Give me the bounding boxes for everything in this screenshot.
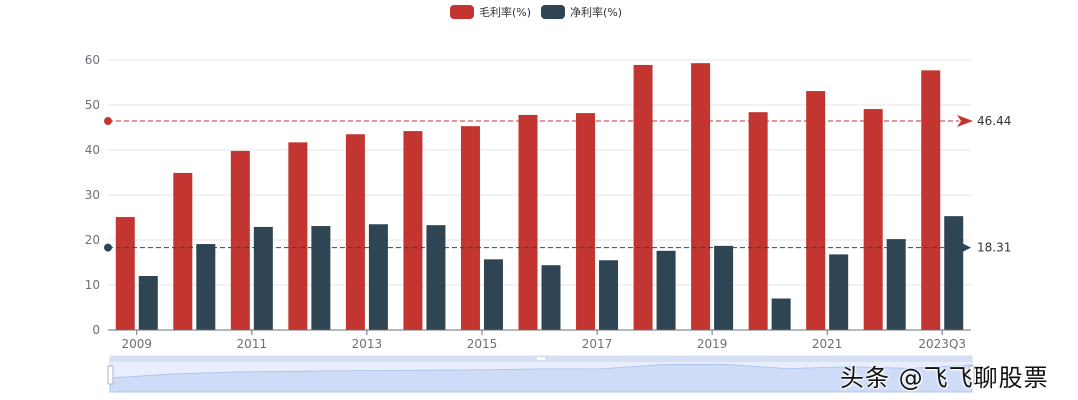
slider-data-shadow xyxy=(109,363,973,393)
x-tick-label: 2011 xyxy=(237,337,268,351)
y-tick-label: 50 xyxy=(85,98,100,112)
bar-net-margin[interactable] xyxy=(368,224,388,330)
bar-net-margin[interactable] xyxy=(656,250,676,330)
y-tick-label: 0 xyxy=(92,323,100,337)
bar-gross-margin[interactable] xyxy=(921,70,941,330)
bar-gross-margin[interactable] xyxy=(748,112,768,330)
bar-net-margin[interactable] xyxy=(886,239,906,330)
y-tick-label: 40 xyxy=(85,143,100,157)
bar-gross-margin[interactable] xyxy=(173,172,193,330)
bar-gross-margin[interactable] xyxy=(345,134,365,330)
watermark: 头条 @飞飞聊股票 xyxy=(840,364,1049,392)
average-label: 46.44 xyxy=(977,114,1011,128)
x-tick-label: 2009 xyxy=(121,337,152,351)
bar-net-margin[interactable] xyxy=(483,259,503,330)
arrow-icon xyxy=(963,243,971,252)
bar-net-margin[interactable] xyxy=(714,245,734,330)
average-mark-lines: 46.44 18.31 xyxy=(104,114,1011,255)
legend-swatch-net-margin xyxy=(541,5,566,19)
slider-handle-right[interactable] xyxy=(968,365,975,385)
y-axis: 0 10 20 30 40 50 60 xyxy=(85,53,100,337)
y-tick-label: 60 xyxy=(85,53,100,67)
bar-net-margin[interactable] xyxy=(944,216,964,330)
bar-gross-margin[interactable] xyxy=(460,126,480,331)
arrow-icon xyxy=(957,115,973,128)
bar-gross-margin[interactable] xyxy=(633,64,653,330)
bar-net-margin[interactable] xyxy=(599,260,619,330)
x-tick-label: 2017 xyxy=(582,337,613,351)
bar-gross-margin[interactable] xyxy=(691,63,711,331)
slider-handle-left[interactable] xyxy=(107,365,114,385)
data-zoom-slider[interactable] xyxy=(107,355,975,393)
y-tick-label: 10 xyxy=(85,278,100,292)
bar-net-margin[interactable] xyxy=(253,226,273,330)
bar-gross-margin[interactable] xyxy=(576,113,596,330)
legend-label-net-margin: 净利率(%) xyxy=(570,6,623,19)
legend-swatch-gross-margin xyxy=(450,5,474,19)
grid-lines xyxy=(108,59,971,286)
bar-series xyxy=(115,63,964,331)
legend-item-net-margin[interactable]: 净利率(%) xyxy=(541,4,622,20)
x-tick-label: 2021 xyxy=(812,337,843,351)
bar-net-margin[interactable] xyxy=(771,298,791,331)
bar-net-margin[interactable] xyxy=(196,244,216,330)
x-tick-label: 2019 xyxy=(697,337,728,351)
slider-move-handle[interactable] xyxy=(537,357,545,360)
chart-legend: 毛利率(%) 净利率(%) xyxy=(450,4,622,20)
x-tick-label: 2013 xyxy=(352,337,383,351)
bar-gross-margin[interactable] xyxy=(403,131,423,330)
bar-net-margin[interactable] xyxy=(426,225,446,330)
bar-gross-margin[interactable] xyxy=(288,142,308,330)
legend-item-gross-margin[interactable]: 毛利率(%) xyxy=(450,4,531,20)
bar-gross-margin[interactable] xyxy=(518,114,538,331)
bar-net-margin[interactable] xyxy=(311,226,331,330)
bar-net-margin[interactable] xyxy=(829,254,849,330)
bar-gross-margin[interactable] xyxy=(230,150,250,330)
x-tick-label: 2023Q3 xyxy=(918,337,966,351)
y-tick-label: 30 xyxy=(85,188,100,202)
bar-gross-margin[interactable] xyxy=(115,217,135,330)
bar-net-margin[interactable] xyxy=(138,276,158,330)
average-label: 18.31 xyxy=(977,241,1011,255)
y-tick-label: 20 xyxy=(85,233,100,247)
bar-gross-margin[interactable] xyxy=(806,91,826,330)
legend-label-gross-margin: 毛利率(%) xyxy=(479,6,532,19)
x-tick-label: 2015 xyxy=(467,337,498,351)
x-axis: 2009 2011 2013 2015 2017 2019 2021 2023Q3 xyxy=(108,329,971,351)
bar-gross-margin[interactable] xyxy=(863,109,883,330)
bar-net-margin[interactable] xyxy=(541,265,561,330)
